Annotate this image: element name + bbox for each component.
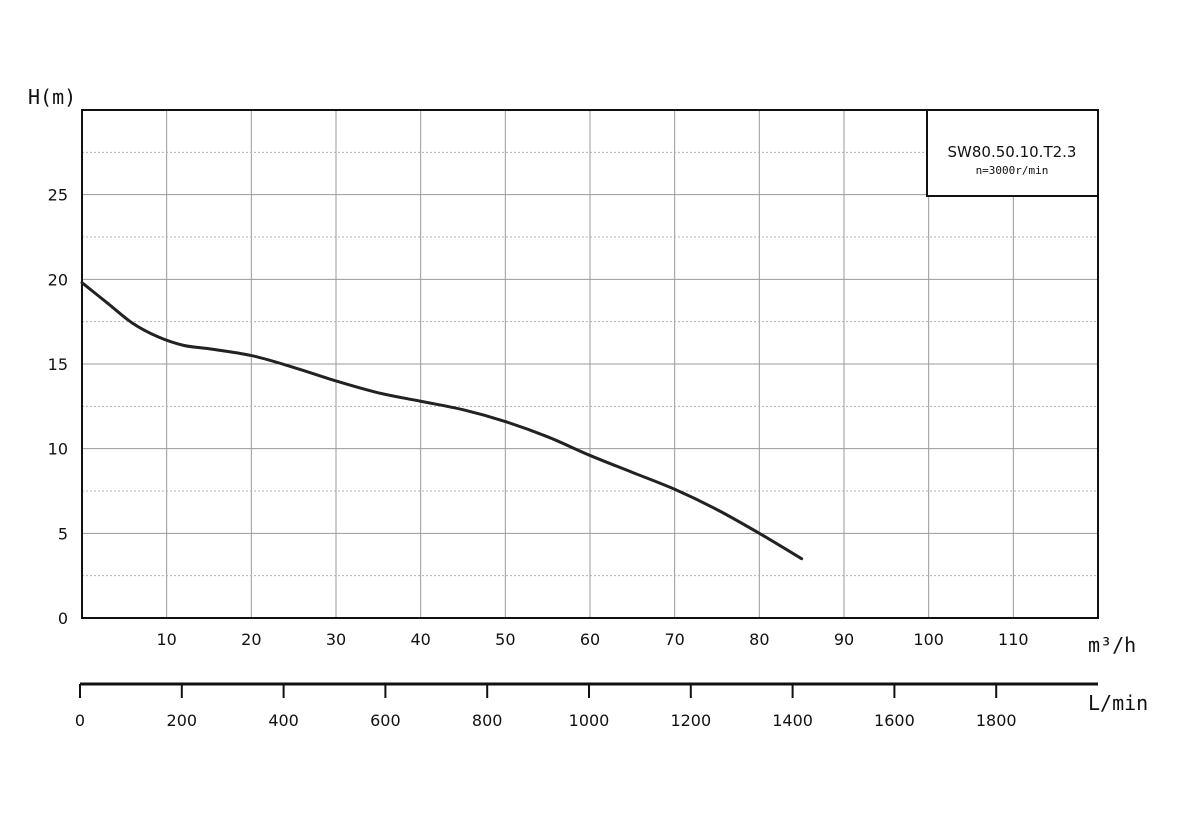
x-tick-label: 50 <box>495 630 515 649</box>
secondary-x-tick-label: 600 <box>370 711 401 730</box>
secondary-x-tick-label: 0 <box>75 711 85 730</box>
secondary-x-tick-label: 800 <box>472 711 503 730</box>
x-tick-label: 80 <box>749 630 769 649</box>
secondary-x-tick-label: 1400 <box>772 711 813 730</box>
secondary-x-tick-label: 200 <box>167 711 198 730</box>
legend: SW80.50.10.T2.3 n=3000r/min <box>926 109 1099 197</box>
y-tick-label: 5 <box>58 524 68 543</box>
y-tick-label: 25 <box>48 186 68 205</box>
x-tick-label: 30 <box>326 630 346 649</box>
secondary-x-tick-label: 1200 <box>670 711 711 730</box>
x-tick-label: 110 <box>998 630 1029 649</box>
y-axis-label: H(m) <box>28 85 76 109</box>
x-tick-label: 70 <box>664 630 684 649</box>
secondary-x-tick-label: 400 <box>268 711 299 730</box>
x-tick-label: 10 <box>156 630 176 649</box>
grid <box>82 110 1098 618</box>
legend-speed: n=3000r/min <box>976 164 1049 177</box>
secondary-x-tick-label: 1800 <box>976 711 1017 730</box>
secondary-x-axis-label: L/min <box>1088 691 1148 715</box>
plot-frame <box>81 109 1099 619</box>
y-tick-label: 15 <box>48 355 68 374</box>
x-tick-label: 90 <box>834 630 854 649</box>
y-axis-ticks: 0 5 10 15 20 25 <box>48 186 68 628</box>
y-tick-label: 20 <box>48 270 68 289</box>
legend-model: SW80.50.10.T2.3 <box>948 143 1077 161</box>
x-tick-label: 40 <box>410 630 430 649</box>
x-axis-label: m³/h <box>1088 633 1136 657</box>
legend-box <box>926 109 1099 197</box>
y-tick-label: 0 <box>58 609 68 628</box>
secondary-x-tick-label: 1600 <box>874 711 915 730</box>
x-tick-label: 100 <box>913 630 944 649</box>
x-tick-label: 20 <box>241 630 261 649</box>
x-axis-ticks: 10 20 30 40 50 60 70 80 90 100 110 <box>156 630 1028 649</box>
head-flow-curve <box>80 281 804 561</box>
secondary-x-tick-label: 1000 <box>569 711 610 730</box>
x-tick-label: 60 <box>580 630 600 649</box>
secondary-x-axis-ticks: 0 200 400 600 800 1000 1200 1400 1600 1800 <box>75 684 1017 730</box>
y-tick-label: 10 <box>48 440 68 459</box>
